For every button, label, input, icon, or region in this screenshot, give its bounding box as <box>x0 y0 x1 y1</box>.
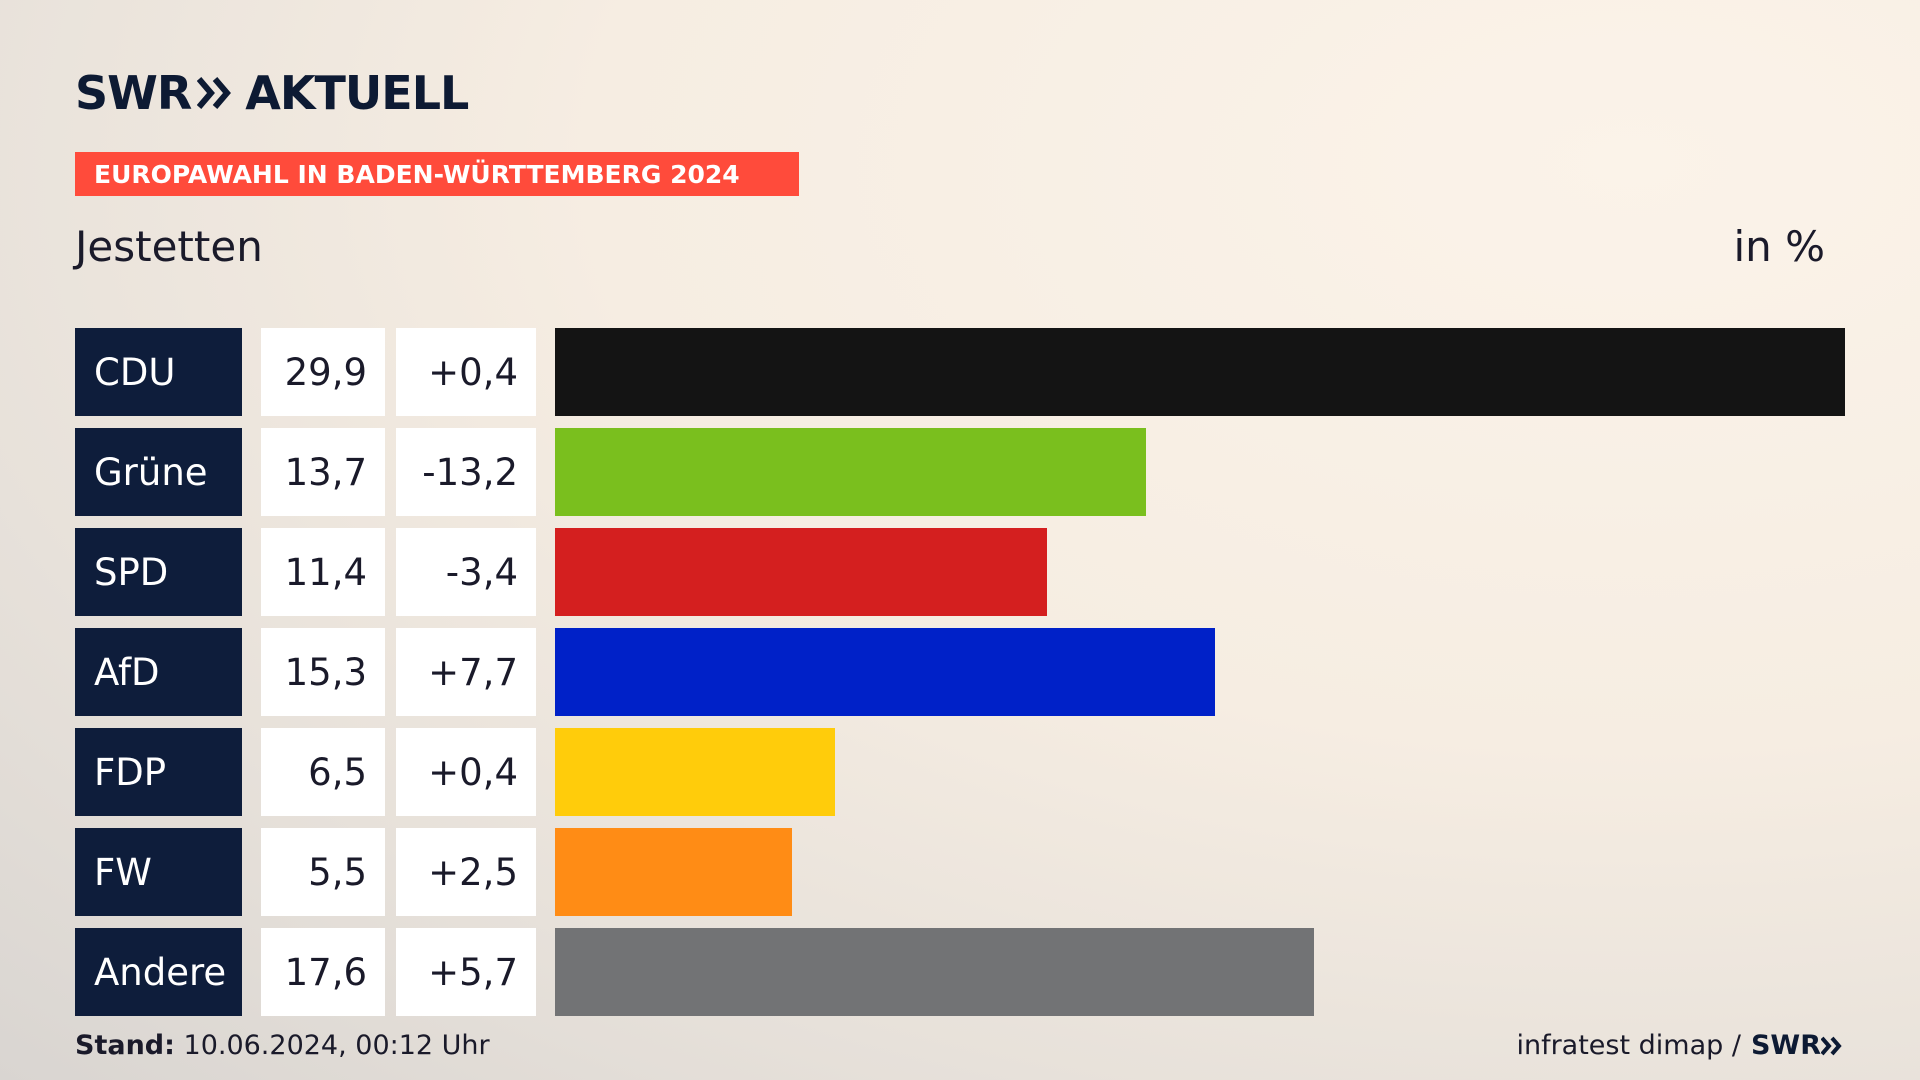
source-logo: SWR <box>1751 1030 1843 1061</box>
party-label: CDU <box>75 328 242 416</box>
source-logo-text: SWR <box>1750 1030 1821 1061</box>
vote-change-value: +0,4 <box>396 728 536 816</box>
result-row: CDU 29,9 +0,4 <box>75 328 1845 416</box>
source-credit: infratest dimap / SWR <box>1516 1030 1843 1061</box>
double-chevron-icon <box>197 76 233 110</box>
result-row: Andere 17,6 +5,7 <box>75 928 1845 1016</box>
result-row: AfD 15,3 +7,7 <box>75 628 1845 716</box>
vote-change-value: +7,7 <box>396 628 536 716</box>
swr-aktuell-logo: SWR AKTUELL <box>75 66 469 120</box>
stand-value: 10.06.2024, 00:12 Uhr <box>183 1030 490 1061</box>
chart-title: Jestetten <box>75 222 263 271</box>
party-label: FDP <box>75 728 242 816</box>
vote-share-value: 13,7 <box>261 428 385 516</box>
vote-share-bar <box>555 928 1314 1016</box>
result-row: FW 5,5 +2,5 <box>75 828 1845 916</box>
logo-aktuell-text: AKTUELL <box>245 66 469 120</box>
vote-share-bar <box>555 528 1047 616</box>
unit-label: in % <box>1733 222 1825 271</box>
party-label: SPD <box>75 528 242 616</box>
party-label: Andere <box>75 928 242 1016</box>
logo-swr-text: SWR <box>75 66 192 120</box>
election-banner: EUROPAWAHL IN BADEN-WÜRTTEMBERG 2024 <box>75 152 799 196</box>
vote-change-value: +0,4 <box>396 328 536 416</box>
vote-share-value: 11,4 <box>261 528 385 616</box>
party-label: Grüne <box>75 428 242 516</box>
stand-label: Stand: <box>75 1030 175 1061</box>
timestamp: Stand: 10.06.2024, 00:12 Uhr <box>75 1030 490 1061</box>
vote-share-value: 5,5 <box>261 828 385 916</box>
vote-share-value: 29,9 <box>261 328 385 416</box>
vote-share-value: 17,6 <box>261 928 385 1016</box>
vote-change-value: -3,4 <box>396 528 536 616</box>
vote-change-value: -13,2 <box>396 428 536 516</box>
vote-share-value: 6,5 <box>261 728 385 816</box>
vote-share-bar <box>555 728 835 816</box>
vote-share-bar <box>555 428 1146 516</box>
result-row: Grüne 13,7 -13,2 <box>75 428 1845 516</box>
vote-share-bar <box>555 328 1845 416</box>
source-text: infratest dimap / <box>1516 1030 1741 1061</box>
result-row: SPD 11,4 -3,4 <box>75 528 1845 616</box>
party-label: FW <box>75 828 242 916</box>
vote-share-value: 15,3 <box>261 628 385 716</box>
double-chevron-icon <box>1821 1036 1842 1055</box>
result-row: FDP 6,5 +0,4 <box>75 728 1845 816</box>
vote-change-value: +2,5 <box>396 828 536 916</box>
party-label: AfD <box>75 628 242 716</box>
vote-change-value: +5,7 <box>396 928 536 1016</box>
vote-share-bar <box>555 828 792 916</box>
vote-share-bar <box>555 628 1215 716</box>
